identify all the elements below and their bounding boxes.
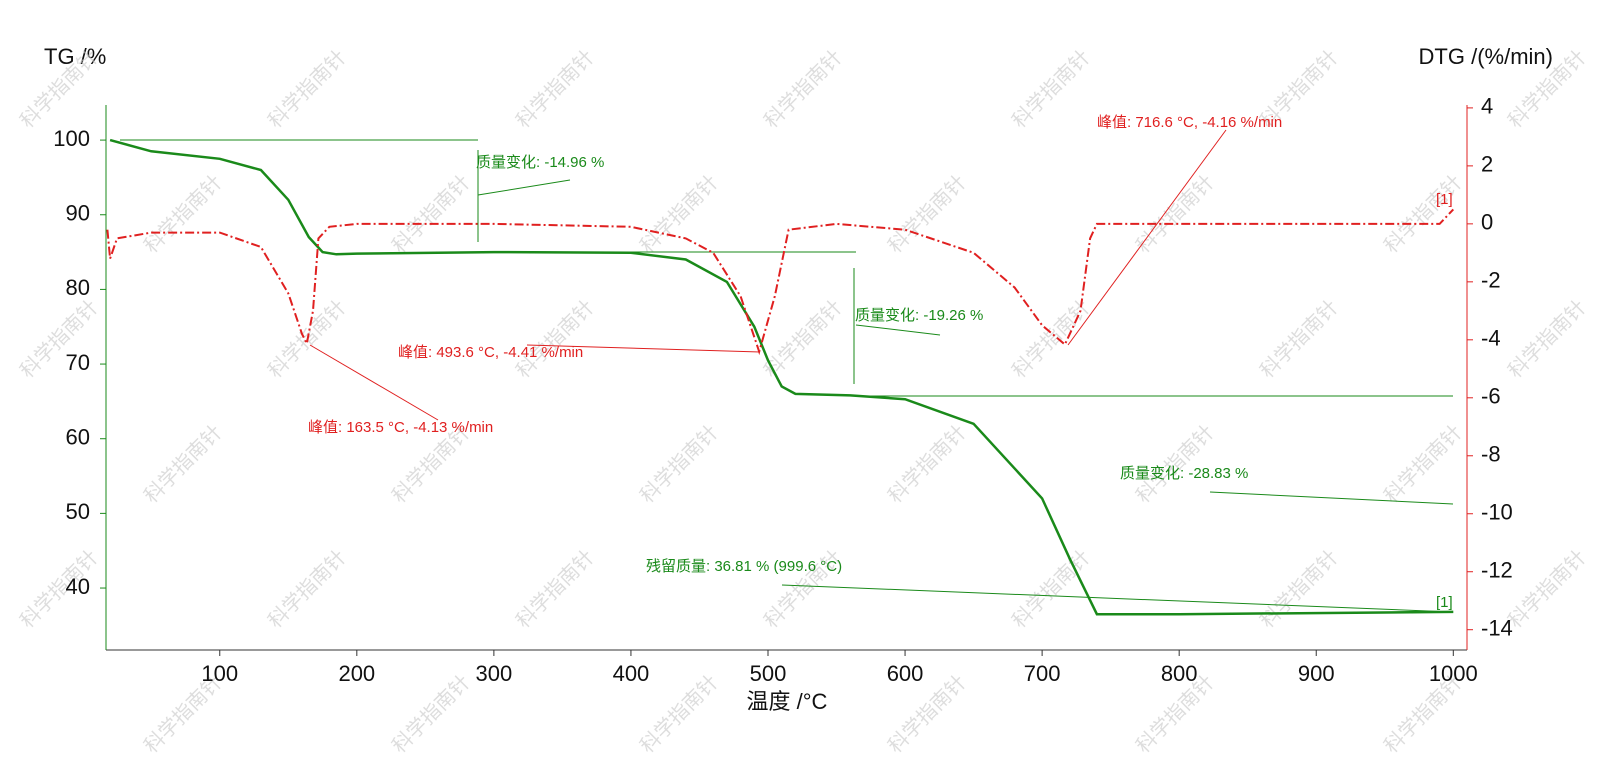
x-tick-label: 100 (201, 661, 238, 686)
y2-tick-label: -10 (1481, 500, 1513, 525)
watermark: 科学指南针 (512, 296, 599, 383)
y-tick-label: 60 (66, 425, 90, 450)
y2-tick-label: 0 (1481, 210, 1493, 235)
watermark: 科学指南针 (1008, 296, 1095, 383)
watermark: 科学指南针 (636, 171, 723, 258)
y2-tick-label: -8 (1481, 442, 1501, 467)
y-tick-label: 40 (66, 574, 90, 599)
x-tick-label: 900 (1298, 661, 1335, 686)
y2-tick-label: -6 (1481, 384, 1501, 409)
y2-tick-label: -12 (1481, 558, 1513, 583)
watermark: 科学指南针 (512, 546, 599, 633)
annotation: 质量变化: -19.26 % (855, 307, 983, 324)
leader-line (1209, 491, 1454, 505)
annotation: 质量变化: -14.96 % (476, 154, 604, 171)
y2-tick-label: -4 (1481, 326, 1501, 351)
watermark: 科学指南针 (1504, 296, 1591, 383)
leader-line (526, 344, 761, 353)
annotation: 峰值: 163.5 °C, -4.13 %/min (308, 419, 493, 436)
watermark: 科学指南针 (1380, 421, 1467, 508)
y-tick-label: 80 (66, 275, 90, 300)
watermark: 科学指南针 (760, 46, 847, 133)
y-tick-label: 50 (66, 499, 90, 524)
watermark: 科学指南针 (1008, 46, 1095, 133)
x-tick-label: 300 (476, 661, 513, 686)
x-axis-label: 温度 /°C (747, 689, 828, 714)
x-tick-label: 600 (887, 661, 924, 686)
watermark: 科学指南针 (884, 171, 971, 258)
curve-label: [1] (1436, 594, 1453, 611)
annotation: 残留质量: 36.81 % (999.6 °C) (646, 558, 842, 575)
watermark: 科学指南针 (388, 171, 475, 258)
watermark: 科学指南针 (1008, 546, 1095, 633)
annotation: 峰值: 493.6 °C, -4.41 %/min (398, 344, 583, 361)
y2-axis-label: DTG /(%/min) (1419, 44, 1553, 69)
x-tick-label: 1000 (1429, 661, 1478, 686)
watermark: 科学指南针 (1132, 171, 1219, 258)
x-tick-label: 700 (1024, 661, 1061, 686)
watermark: 科学指南针 (1256, 296, 1343, 383)
y-axis-label: TG /% (44, 44, 106, 69)
watermark: 科学指南针 (140, 171, 227, 258)
watermark: 科学指南针 (388, 671, 475, 758)
x-tick-label: 400 (613, 661, 650, 686)
x-tick-label: 500 (750, 661, 787, 686)
y-tick-label: 100 (53, 126, 90, 151)
watermark: 科学指南针 (1380, 171, 1467, 258)
y2-tick-label: 4 (1481, 94, 1493, 119)
watermark: 科学指南针 (264, 546, 351, 633)
dtg-line (106, 208, 1455, 356)
watermark: 科学指南针 (636, 421, 723, 508)
x-tick-label: 200 (338, 661, 375, 686)
leader-line (781, 584, 1454, 613)
x-tick-label: 800 (1161, 661, 1198, 686)
annotation: 质量变化: -28.83 % (1120, 465, 1248, 482)
y-tick-label: 70 (66, 350, 90, 375)
leader-line (855, 324, 941, 336)
watermark: 科学指南针 (264, 46, 351, 133)
tg-line (109, 138, 1454, 616)
curve-label: [1] (1436, 191, 1453, 208)
watermark: 科学指南针 (1504, 546, 1591, 633)
watermark: 科学指南针 (512, 46, 599, 133)
y-tick-label: 90 (66, 201, 90, 226)
y2-tick-label: 2 (1481, 152, 1493, 177)
y2-tick-label: -2 (1481, 268, 1501, 293)
watermark: 科学指南针 (1256, 546, 1343, 633)
annotation: 峰值: 716.6 °C, -4.16 %/min (1097, 114, 1282, 131)
watermark: 科学指南针 (140, 421, 227, 508)
watermarks: 科学指南针 科学指南针 科学指南针 科学指南针 科学指南针 科学指南针 科学指南针科学指南针… (16, 46, 1591, 758)
leader-line (1067, 129, 1227, 346)
y2-tick-label: -14 (1481, 616, 1513, 641)
watermark: 科学指南针 (884, 421, 971, 508)
leader-line (477, 179, 571, 196)
leader-line (309, 344, 439, 421)
